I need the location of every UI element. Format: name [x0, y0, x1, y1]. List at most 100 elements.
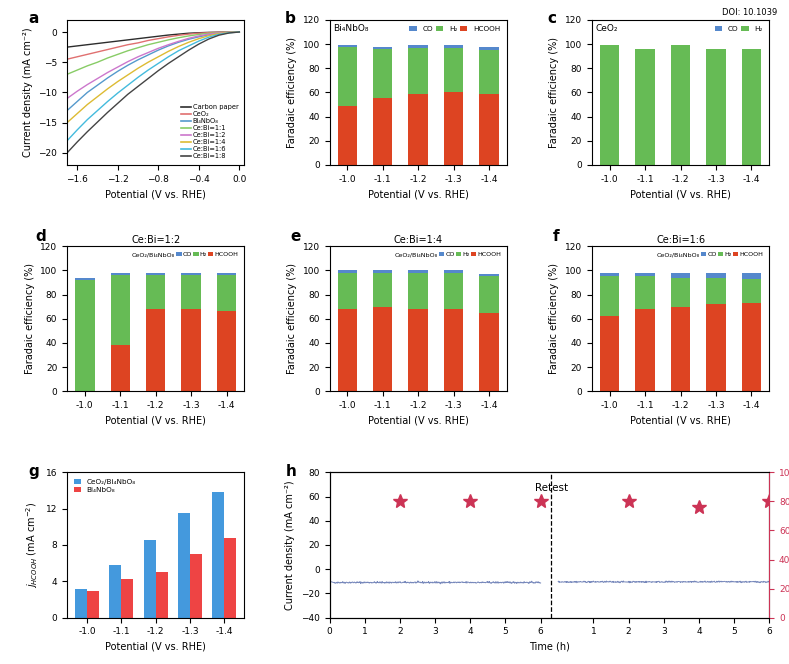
Text: d: d: [36, 229, 46, 244]
Bar: [742, 303, 761, 391]
Bar: [706, 278, 726, 304]
Bar: [409, 94, 428, 165]
Bar: [706, 49, 726, 165]
Bar: [155, 572, 168, 618]
X-axis label: Time (h): Time (h): [529, 642, 570, 652]
Y-axis label: Current density (mA cm⁻²): Current density (mA cm⁻²): [286, 480, 295, 610]
Bar: [217, 311, 237, 391]
Bar: [122, 580, 133, 618]
Bar: [373, 46, 392, 49]
Bar: [742, 273, 761, 279]
Bar: [444, 273, 463, 309]
X-axis label: Potential (V vs. RHE): Potential (V vs. RHE): [105, 416, 206, 426]
Bar: [479, 274, 499, 276]
Bar: [144, 540, 155, 618]
Bar: [181, 273, 201, 275]
Bar: [212, 493, 224, 618]
Bar: [338, 270, 357, 273]
Bar: [409, 45, 428, 48]
Bar: [409, 270, 428, 273]
Bar: [409, 48, 428, 94]
Legend: CeO₂/Bi₄NbO₈, CO, H₂, HCOOH: CeO₂/Bi₄NbO₈, CO, H₂, HCOOH: [648, 250, 766, 260]
Legend: CO, H₂, HCOOH: CO, H₂, HCOOH: [406, 23, 503, 35]
Legend: CeO₂/Bi₄NbO₈, CO, H₂, HCOOH: CeO₂/Bi₄NbO₈, CO, H₂, HCOOH: [123, 250, 241, 260]
Text: Bi₄NbO₈: Bi₄NbO₈: [333, 25, 368, 33]
Bar: [75, 280, 95, 391]
Title: Ce:Bi=1:6: Ce:Bi=1:6: [656, 236, 705, 246]
Legend: CeO₂/Bi₄NbO₈, Bi₄NbO₈: CeO₂/Bi₄NbO₈, Bi₄NbO₈: [71, 476, 139, 496]
Bar: [444, 309, 463, 391]
Title: Ce:Bi=1:2: Ce:Bi=1:2: [131, 236, 181, 246]
Bar: [706, 304, 726, 391]
Bar: [110, 345, 130, 391]
Bar: [706, 273, 726, 278]
Y-axis label: Faradaic efficiency (%): Faradaic efficiency (%): [287, 37, 297, 148]
Bar: [635, 273, 655, 276]
Bar: [600, 316, 619, 391]
Bar: [671, 273, 690, 278]
Text: c: c: [548, 11, 556, 26]
Y-axis label: $j_{HCOOH}$ (mA cm$^{-2}$): $j_{HCOOH}$ (mA cm$^{-2}$): [24, 502, 40, 588]
Text: a: a: [28, 11, 39, 26]
X-axis label: Potential (V vs. RHE): Potential (V vs. RHE): [105, 642, 206, 652]
X-axis label: Potential (V vs. RHE): Potential (V vs. RHE): [630, 189, 731, 199]
Bar: [600, 45, 619, 165]
Bar: [635, 276, 655, 309]
Y-axis label: Faradaic efficiency (%): Faradaic efficiency (%): [24, 263, 35, 374]
Text: f: f: [553, 229, 559, 244]
Bar: [75, 278, 95, 280]
Bar: [373, 307, 392, 391]
Bar: [146, 273, 166, 275]
Bar: [635, 309, 655, 391]
Bar: [217, 273, 237, 275]
Bar: [181, 275, 201, 309]
Bar: [87, 591, 99, 618]
Y-axis label: Faradaic efficiency (%): Faradaic efficiency (%): [287, 263, 297, 374]
Text: h: h: [286, 463, 297, 479]
Bar: [444, 270, 463, 273]
Bar: [181, 309, 201, 391]
Y-axis label: Faradaic efficiency (%): Faradaic efficiency (%): [549, 263, 559, 374]
Bar: [444, 48, 463, 92]
Bar: [373, 273, 392, 307]
Bar: [75, 588, 87, 618]
Legend: CeO₂/Bi₄NbO₈, CO, H₂, HCOOH: CeO₂/Bi₄NbO₈, CO, H₂, HCOOH: [386, 250, 503, 260]
Bar: [671, 307, 690, 391]
Bar: [217, 275, 237, 311]
X-axis label: Potential (V vs. RHE): Potential (V vs. RHE): [630, 416, 731, 426]
Text: b: b: [285, 11, 296, 26]
Bar: [479, 46, 499, 50]
Bar: [338, 273, 357, 309]
X-axis label: Potential (V vs. RHE): Potential (V vs. RHE): [368, 416, 469, 426]
Bar: [146, 275, 166, 309]
Bar: [146, 309, 166, 391]
X-axis label: Potential (V vs. RHE): Potential (V vs. RHE): [368, 189, 469, 199]
Bar: [600, 273, 619, 276]
Bar: [409, 273, 428, 309]
Bar: [338, 46, 357, 106]
Bar: [742, 279, 761, 303]
Bar: [671, 45, 690, 165]
Bar: [635, 49, 655, 165]
X-axis label: Potential (V vs. RHE): Potential (V vs. RHE): [105, 189, 206, 199]
Bar: [444, 45, 463, 48]
Bar: [479, 276, 499, 313]
Title: Ce:Bi=1:4: Ce:Bi=1:4: [394, 236, 443, 246]
Bar: [338, 45, 357, 46]
Text: e: e: [290, 229, 301, 244]
Legend: Carbon paper, CeO₂, Bi₄NbO₈, Ce:Bi=1:1, Ce:Bi=1:2, Ce:Bi=1:4, Ce:Bi=1:6, Ce:Bi=1: Carbon paper, CeO₂, Bi₄NbO₈, Ce:Bi=1:1, …: [178, 102, 241, 161]
Bar: [338, 309, 357, 391]
Bar: [479, 94, 499, 165]
Bar: [671, 278, 690, 307]
Text: Retest: Retest: [535, 483, 568, 493]
Bar: [190, 554, 202, 618]
Legend: CO, H₂: CO, H₂: [712, 23, 765, 35]
Bar: [224, 538, 237, 618]
Bar: [178, 513, 190, 618]
Bar: [373, 270, 392, 273]
Bar: [479, 313, 499, 391]
Y-axis label: Faradaic efficiency (%): Faradaic efficiency (%): [549, 37, 559, 148]
Bar: [479, 50, 499, 94]
Bar: [110, 565, 122, 618]
Text: DOI: 10.1039: DOI: 10.1039: [722, 8, 777, 17]
